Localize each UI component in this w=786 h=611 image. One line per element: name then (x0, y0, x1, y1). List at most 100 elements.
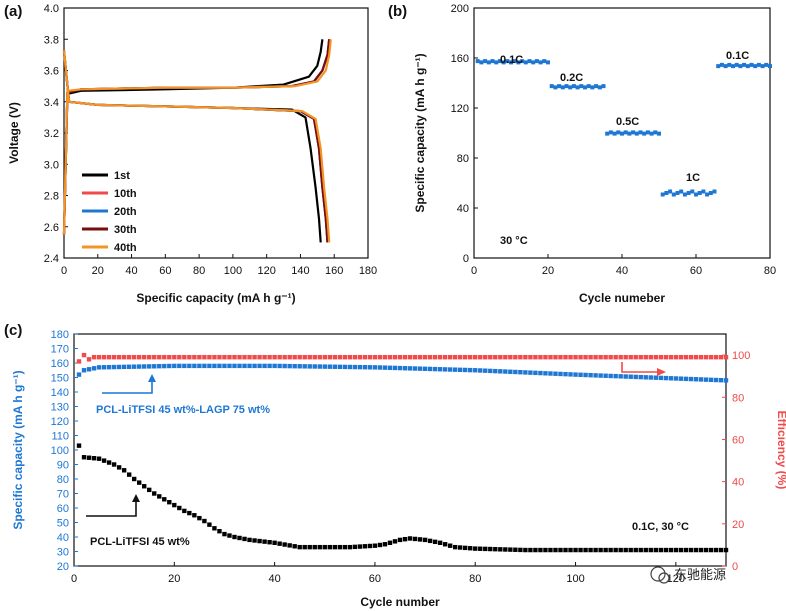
cycle-point-series-1 (457, 545, 463, 550)
cycle-point-series-0 (131, 364, 137, 369)
cycle-point-series-2 (76, 359, 82, 364)
cycle-point-series-2 (126, 355, 132, 360)
cycle-point-series-1 (538, 547, 543, 553)
panel-a-xtick-label: 20 (92, 265, 104, 277)
cycle-point-series-0 (503, 369, 508, 374)
cycle-point-series-0 (598, 373, 603, 378)
panel-a-xtick-label: 40 (125, 265, 137, 277)
panel-b-ytick-label: 200 (451, 3, 469, 15)
panel-c-ytick-label: 150 (51, 373, 69, 385)
cycle-point-series-2 (317, 355, 322, 360)
cycle-point-series-1 (307, 544, 312, 550)
panel-c-ytick-right-label: 100 (732, 350, 750, 362)
legend-label-40th: 40th (114, 242, 137, 254)
panel-b-ylabel: Specific capacity (mA h g⁻¹) (413, 53, 427, 212)
cycle-point-series-1 (76, 443, 82, 448)
rate-point-0.1C (742, 62, 747, 67)
cycle-point-series-2 (267, 355, 272, 360)
cycle-point-series-2 (157, 355, 162, 360)
cycle-point-series-2 (106, 355, 112, 360)
rate-point-0.1C (534, 59, 539, 64)
cycle-point-series-2 (698, 355, 704, 360)
cycle-point-series-2 (407, 355, 413, 360)
cycle-point-series-2 (121, 355, 127, 360)
cycle-point-series-0 (588, 372, 593, 378)
cycle-point-series-2 (377, 355, 383, 360)
panel-c-ytick-right-label: 40 (732, 477, 744, 489)
cycle-point-series-1 (397, 537, 403, 543)
cycle-point-series-1 (392, 539, 398, 544)
cycle-point-series-2 (202, 355, 207, 360)
cycle-point-series-1 (267, 540, 272, 545)
cycle-point-series-0 (673, 376, 679, 381)
cycle-point-series-1 (673, 547, 679, 553)
cycle-point-series-2 (478, 355, 483, 360)
cycle-point-series-1 (327, 544, 332, 550)
cycle-point-series-1 (427, 538, 433, 544)
rate-label-0-5c: 0.5C (616, 116, 639, 128)
cycle-point-series-2 (488, 355, 493, 360)
cycle-point-series-2 (628, 355, 633, 360)
cycle-point-series-0 (242, 363, 247, 369)
panel-c-xlabel: Cycle number (360, 595, 440, 609)
cycle-point-series-1 (718, 547, 724, 553)
cycle-point-series-2 (623, 355, 628, 360)
cycle-point-series-1 (493, 546, 498, 552)
cycle-point-series-0 (493, 368, 498, 374)
cycle-point-series-1 (157, 494, 162, 499)
cycle-point-series-1 (688, 547, 694, 553)
cycle-point-series-0 (422, 366, 428, 371)
cycle-point-series-0 (101, 365, 107, 370)
cycle-point-series-2 (302, 355, 307, 360)
rate-point-1C (697, 191, 702, 195)
rate-point-0.1C (520, 59, 525, 64)
cycle-point-series-0 (167, 363, 172, 369)
cycle-point-series-0 (518, 370, 523, 375)
rate-point-0.1C (768, 64, 772, 69)
panel-c-condition: 0.1C, 30 °C (632, 521, 689, 533)
cycle-point-series-0 (633, 374, 638, 380)
panel-a-ytick-label: 3.6 (44, 66, 59, 78)
cycle-point-series-1 (202, 518, 207, 524)
cycle-point-series-0 (277, 363, 282, 369)
cycle-point-series-1 (207, 522, 212, 527)
rate-point-0.1C (753, 64, 758, 69)
cycle-point-series-1 (407, 536, 413, 541)
panel-a-ytick-label: 3.4 (44, 97, 59, 109)
panel-b-ticks: 0 20 40 60 80 0 40 80 120 160 200 (451, 3, 776, 277)
cycle-point-series-2 (142, 355, 147, 360)
series-label-pcl: PCL-LiTFSI 45 wt% (90, 536, 190, 548)
panel-a-xtick-label: 80 (193, 265, 205, 277)
cycle-point-series-0 (427, 366, 433, 372)
cycle-point-series-0 (282, 363, 287, 369)
rate-point-0.2C (553, 85, 558, 90)
cycle-point-series-2 (653, 355, 658, 360)
panel-c-ytick-label: 30 (57, 547, 69, 559)
panel-b-ytick-label: 80 (457, 153, 469, 165)
cycle-point-series-1 (633, 547, 638, 553)
cycle-point-series-2 (177, 355, 182, 360)
curve-1st-discharge (62, 50, 322, 243)
cycle-point-series-1 (372, 543, 378, 548)
cycle-point-series-0 (172, 363, 177, 369)
cycle-point-series-2 (402, 355, 408, 360)
cycle-point-series-2 (613, 355, 618, 360)
cycle-point-series-2 (457, 355, 463, 360)
rate-point-0.2C (583, 85, 587, 90)
cycle-point-series-1 (508, 547, 513, 552)
panel-a-xtick-label: 60 (159, 265, 171, 277)
cycle-point-series-1 (362, 544, 368, 549)
cycle-point-series-2 (262, 355, 267, 360)
cycle-point-series-1 (488, 546, 493, 552)
panel-a-ylabel: Voltage (V) (7, 102, 21, 164)
cycle-point-series-0 (81, 368, 87, 373)
panel-a-ytick-label: 2.8 (44, 191, 59, 203)
cycle-point-series-0 (442, 367, 448, 372)
cycle-point-series-0 (402, 366, 408, 371)
cycle-point-series-0 (648, 375, 653, 380)
cycle-point-series-1 (658, 547, 663, 553)
cycle-point-series-1 (387, 540, 393, 545)
cycle-point-series-2 (573, 355, 578, 360)
cycle-point-series-2 (327, 355, 332, 360)
cycle-point-series-0 (247, 363, 252, 369)
